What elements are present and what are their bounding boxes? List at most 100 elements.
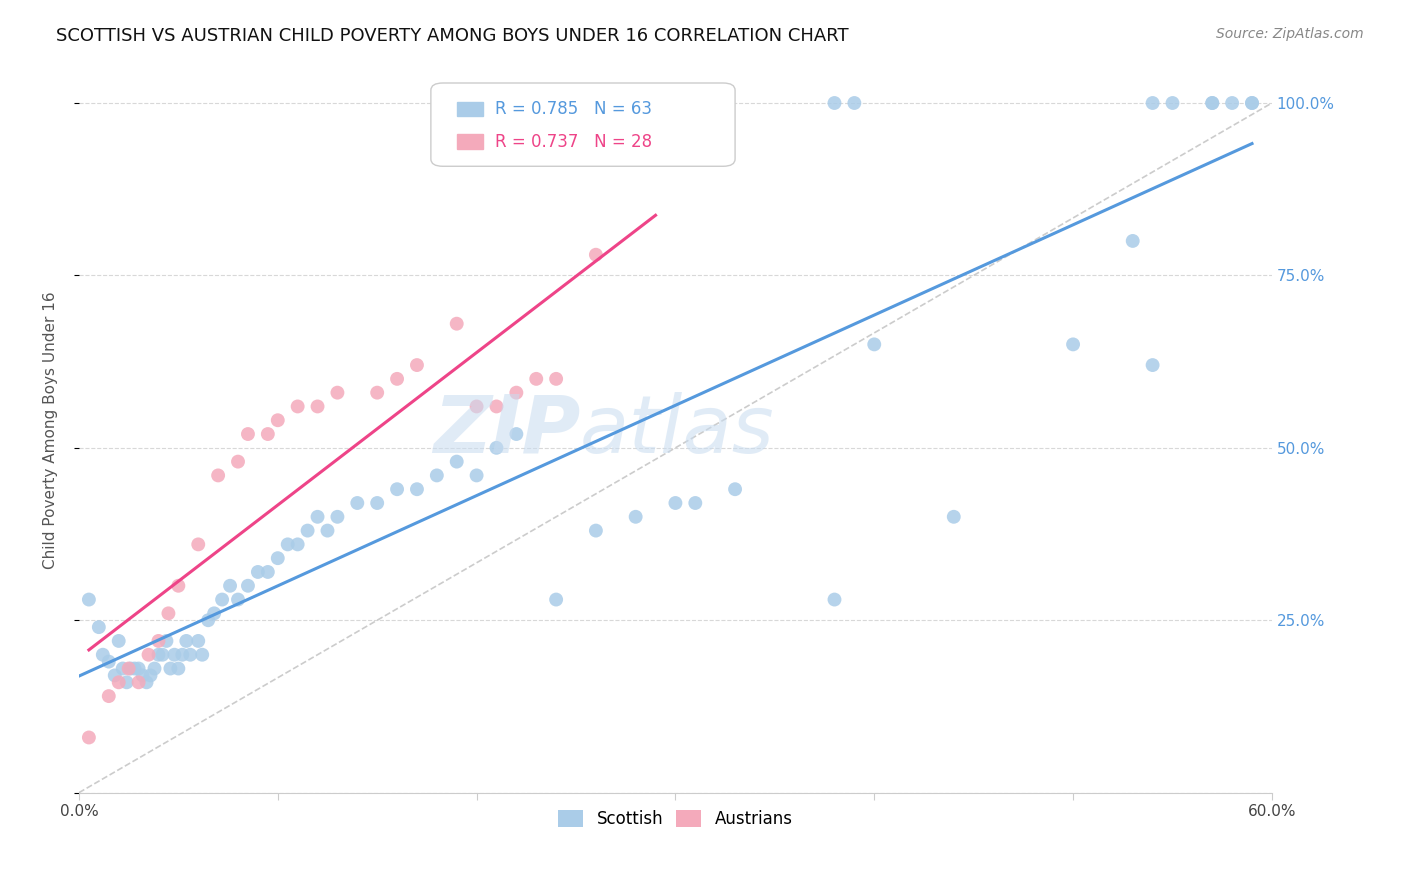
Point (664, 496, 686, 510)
Point (148, 634, 170, 648)
Point (316, 524, 339, 538)
Point (107, 634, 129, 648)
Point (152, 648, 174, 662)
Point (1240, 95, 1263, 110)
Point (624, 509, 647, 524)
Point (1161, 95, 1184, 110)
FancyBboxPatch shape (457, 135, 484, 149)
Point (187, 537, 209, 551)
Point (159, 661, 181, 675)
Point (219, 579, 242, 593)
Point (226, 592, 249, 607)
Point (824, 592, 846, 607)
Text: atlas: atlas (581, 392, 775, 469)
Point (118, 661, 141, 675)
Point (139, 668, 162, 682)
Point (824, 95, 846, 110)
Point (107, 675, 129, 690)
Point (1142, 358, 1164, 372)
Point (1142, 95, 1164, 110)
Point (406, 358, 429, 372)
Point (128, 661, 150, 675)
Point (267, 551, 290, 566)
Point (446, 455, 468, 469)
Point (236, 427, 259, 442)
Point (120, 661, 142, 675)
Point (143, 661, 166, 675)
Point (97, 655, 120, 669)
Point (863, 337, 886, 351)
Point (97, 689, 120, 703)
Point (685, 496, 707, 510)
Point (207, 468, 229, 483)
Point (485, 441, 508, 455)
FancyBboxPatch shape (457, 102, 484, 116)
Point (211, 592, 233, 607)
Point (346, 496, 368, 510)
Point (172, 648, 194, 662)
Point (246, 565, 269, 579)
Point (124, 661, 146, 675)
Point (128, 675, 150, 690)
Point (406, 482, 429, 496)
Point (385, 482, 408, 496)
Point (202, 607, 225, 621)
Point (297, 524, 319, 538)
Point (277, 537, 299, 551)
Point (138, 648, 160, 662)
Point (326, 509, 349, 524)
Legend: Scottish, Austrians: Scottish, Austrians (551, 804, 800, 835)
Point (426, 468, 449, 483)
Point (148, 648, 170, 662)
Text: R = 0.785   N = 63: R = 0.785 N = 63 (495, 100, 652, 119)
Point (1240, 95, 1263, 110)
Point (77, 731, 100, 745)
Text: R = 0.737   N = 28: R = 0.737 N = 28 (495, 133, 652, 151)
Point (91, 648, 114, 662)
Point (104, 668, 127, 682)
Point (77, 592, 100, 607)
Point (287, 537, 309, 551)
Point (256, 427, 278, 442)
Point (157, 607, 180, 621)
Point (385, 372, 408, 386)
Point (187, 634, 209, 648)
Point (197, 613, 219, 627)
Point (585, 248, 607, 262)
Text: Source: ZipAtlas.com: Source: ZipAtlas.com (1216, 27, 1364, 41)
Point (191, 648, 214, 662)
Point (1220, 95, 1243, 110)
Point (844, 95, 866, 110)
Point (179, 648, 201, 662)
Point (236, 579, 259, 593)
Point (167, 661, 190, 675)
Point (115, 675, 138, 690)
Point (505, 427, 527, 442)
Point (366, 496, 388, 510)
Point (176, 634, 198, 648)
Y-axis label: Child Poverty Among Boys Under 16: Child Poverty Among Boys Under 16 (44, 292, 58, 569)
Point (465, 400, 488, 414)
FancyBboxPatch shape (430, 83, 735, 166)
Point (524, 372, 547, 386)
Point (111, 661, 134, 675)
Point (465, 468, 488, 483)
Point (366, 385, 388, 400)
Point (87, 620, 110, 634)
Point (163, 648, 186, 662)
Point (942, 509, 965, 524)
Text: ZIP: ZIP (433, 392, 581, 469)
Point (287, 400, 309, 414)
Point (155, 634, 177, 648)
Point (135, 675, 157, 690)
Text: SCOTTISH VS AUSTRIAN CHILD POVERTY AMONG BOYS UNDER 16 CORRELATION CHART: SCOTTISH VS AUSTRIAN CHILD POVERTY AMONG… (56, 27, 849, 45)
Point (307, 400, 329, 414)
Point (685, 95, 707, 110)
Point (326, 385, 349, 400)
Point (131, 668, 153, 682)
Point (1062, 337, 1084, 351)
Point (307, 509, 329, 524)
Point (546, 592, 568, 607)
Point (1122, 234, 1144, 248)
Point (446, 317, 468, 331)
